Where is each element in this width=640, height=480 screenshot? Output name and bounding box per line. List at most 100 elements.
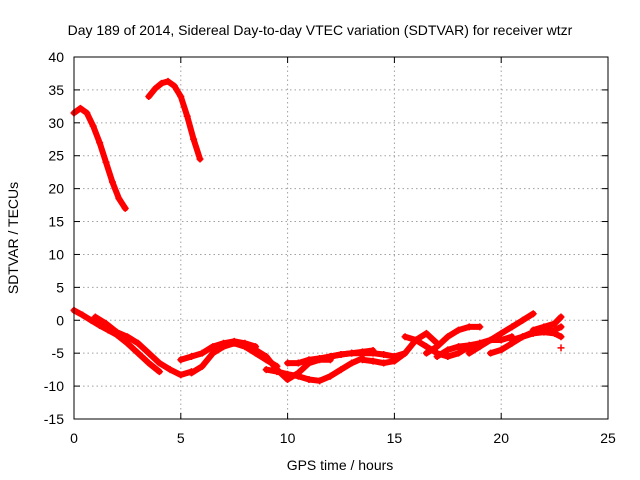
data-point (96, 139, 104, 147)
data-point (177, 356, 185, 364)
data-point (134, 349, 142, 357)
data-point (145, 359, 153, 367)
data-point (121, 204, 129, 212)
data-point (487, 349, 495, 357)
data-point (358, 349, 366, 357)
data-point (230, 339, 238, 347)
data-point (557, 333, 565, 341)
data-point (454, 349, 462, 357)
data-point (412, 336, 420, 344)
data-point (113, 328, 121, 336)
data-point (380, 350, 388, 358)
data-point (76, 104, 84, 112)
x-tick-label: 5 (177, 430, 185, 446)
data-point (497, 346, 505, 354)
data-point (145, 92, 153, 100)
ticks (73, 56, 609, 420)
data-point (151, 85, 159, 93)
data-point (540, 323, 548, 331)
y-tick-label: 10 (48, 246, 64, 262)
data-point (422, 343, 430, 351)
data-point (294, 372, 302, 380)
data-point (348, 359, 356, 367)
data-point (89, 122, 97, 130)
series-line (530, 314, 564, 334)
data-point (465, 349, 473, 357)
x-tick-label: 20 (493, 430, 509, 446)
data-point (284, 370, 292, 378)
data-point (316, 354, 324, 362)
series-arc-3 (70, 306, 163, 376)
data-point (209, 349, 217, 357)
series-arc-18 (529, 313, 565, 334)
data-point (262, 352, 270, 360)
y-tick-label: -5 (52, 345, 65, 361)
data-point (337, 366, 345, 374)
data-point (155, 359, 163, 367)
data-point (337, 350, 345, 358)
data-point (326, 372, 334, 380)
data-point (198, 349, 206, 357)
data-point (158, 79, 166, 87)
y-tick-labels: -15 -10 -5 0 5 10 15 20 25 30 35 40 (44, 49, 64, 427)
data-point (401, 333, 409, 341)
data-point (166, 366, 174, 374)
data-point (508, 323, 516, 331)
data-point (401, 349, 409, 357)
y-tick-label: 0 (56, 312, 64, 328)
data-point (380, 359, 388, 367)
data-point (209, 343, 217, 351)
y-tick-label: 30 (48, 115, 64, 131)
data-point (96, 322, 104, 330)
data-point (252, 346, 260, 354)
data-point (369, 357, 377, 365)
data-point (529, 310, 537, 318)
data-point (187, 369, 195, 377)
x-tick-label: 0 (70, 430, 78, 446)
series-arc-19 (557, 344, 565, 352)
series-line (145, 78, 203, 162)
y-tick-label: -10 (44, 378, 64, 394)
data-point (557, 344, 565, 352)
data-point (390, 357, 398, 365)
y-tick-label: 15 (48, 214, 64, 230)
data-point (497, 329, 505, 337)
data-point (284, 359, 292, 367)
data-point (183, 112, 191, 120)
series-line (92, 314, 195, 378)
data-point (305, 356, 313, 364)
data-point (123, 339, 131, 347)
series-arc-2 (145, 77, 204, 163)
data-point (305, 376, 313, 384)
y-tick-label: 20 (48, 181, 64, 197)
data-point (316, 377, 324, 385)
data-point (187, 352, 195, 360)
series-arc-4 (91, 313, 195, 379)
y-tick-label: 35 (48, 82, 64, 98)
y-tick-label: 25 (48, 148, 64, 164)
data-point (115, 195, 123, 203)
data-point (177, 371, 185, 379)
y-tick-label: -15 (44, 411, 64, 427)
data-point (433, 352, 441, 360)
x-axis-label: GPS time / hours (287, 457, 394, 473)
data-point (369, 349, 377, 357)
x-tick-labels: 0 5 10 15 20 25 (70, 430, 616, 446)
data-point (79, 311, 87, 319)
data-point (134, 339, 142, 347)
data-point (262, 366, 270, 374)
data-point (433, 343, 441, 351)
data-point (454, 343, 462, 351)
data-point (220, 343, 228, 351)
plot-frame (73, 56, 609, 420)
data-point (476, 323, 484, 331)
y-tick-label: 40 (48, 49, 64, 65)
data-point (241, 343, 249, 351)
data-point (444, 346, 452, 354)
data-point (444, 333, 452, 341)
data-point (519, 333, 527, 341)
data-point (487, 336, 495, 344)
data-point (497, 336, 505, 344)
series-arc-1 (70, 104, 129, 212)
